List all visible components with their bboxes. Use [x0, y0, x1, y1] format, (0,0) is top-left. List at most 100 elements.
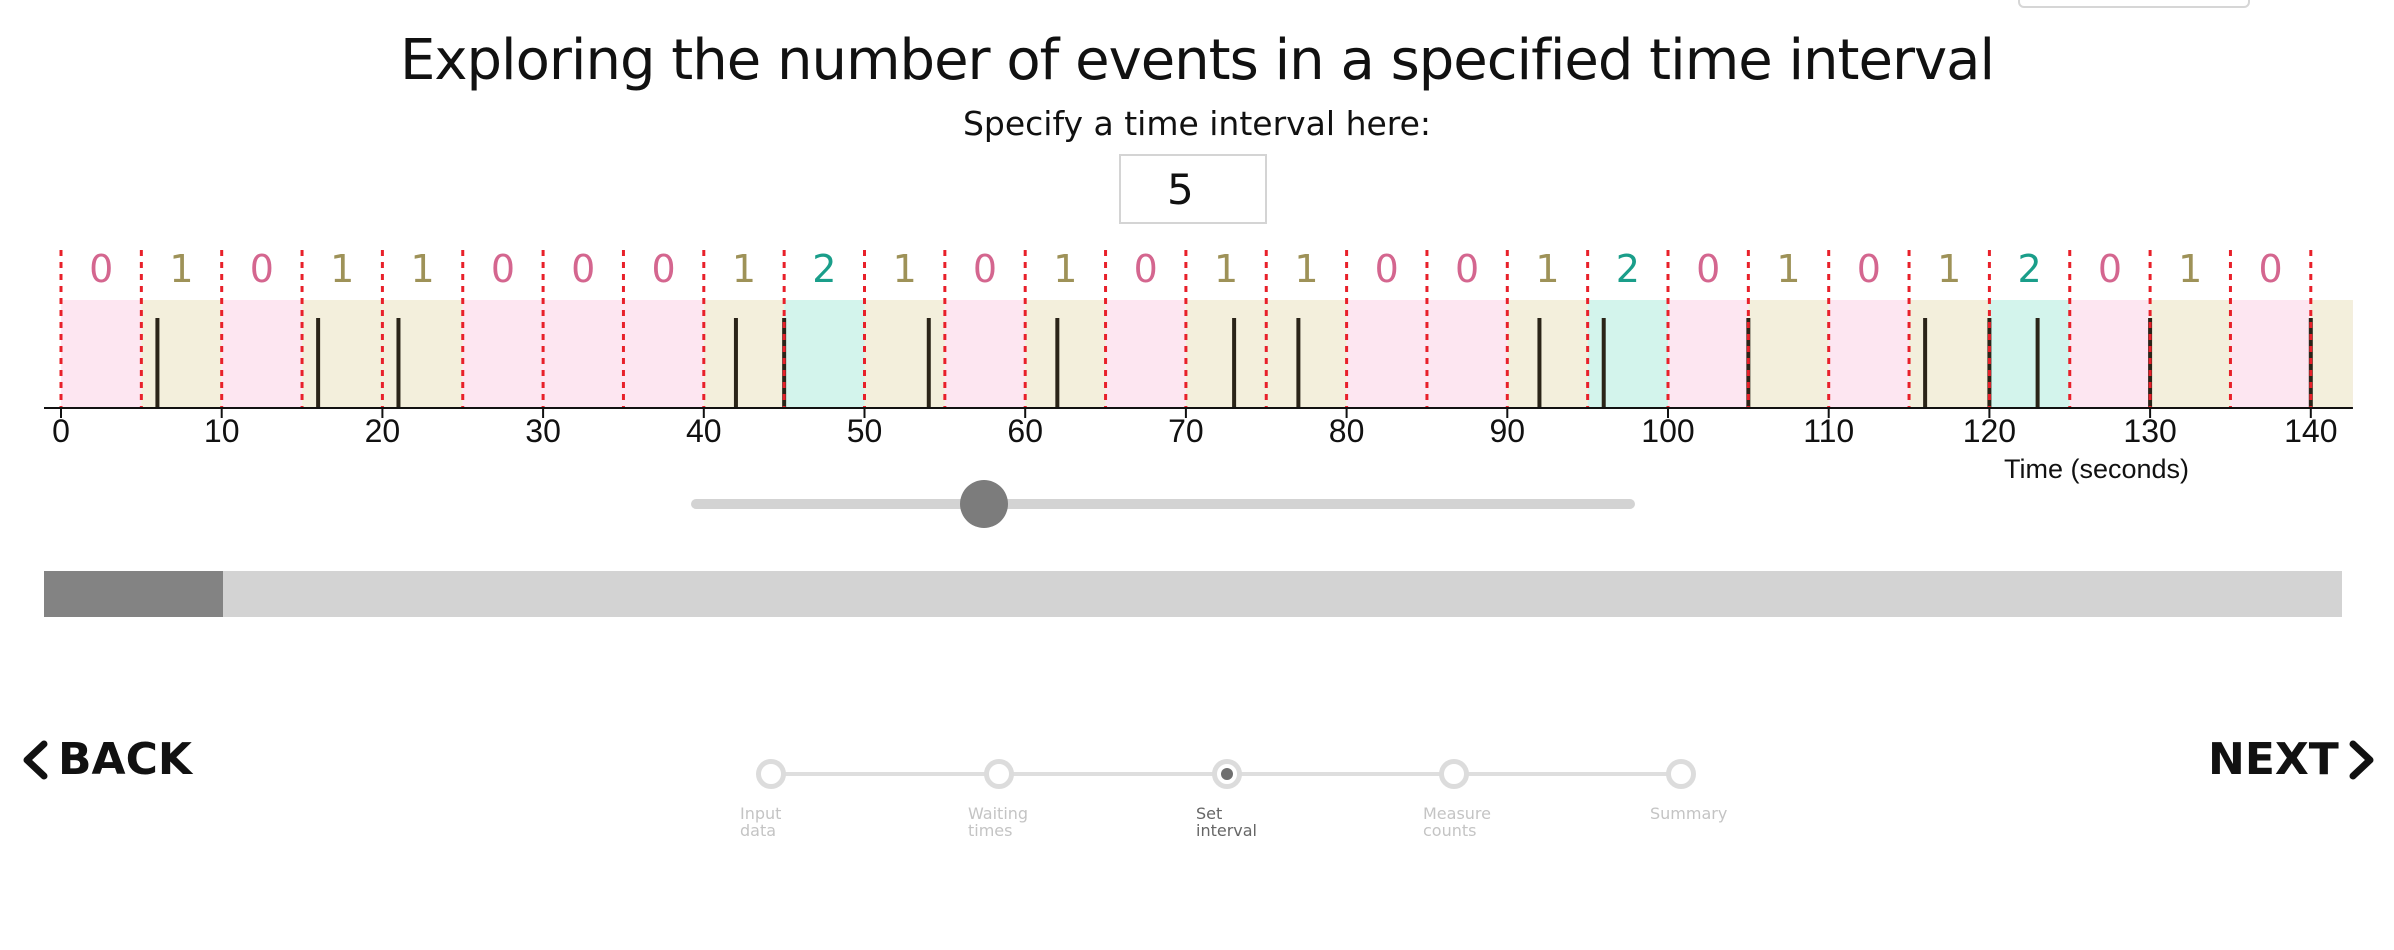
- interval-band: [1266, 300, 1347, 408]
- interval-band: [1426, 300, 1508, 408]
- x-tick-label: 140: [2284, 413, 2337, 449]
- x-tick-label: 30: [525, 413, 561, 449]
- step-label: Input data: [740, 805, 850, 839]
- step-label-line: Measure: [1423, 804, 1491, 823]
- interval-band: [141, 300, 222, 408]
- step-label-line: Waiting: [968, 804, 1029, 823]
- interval-count-label: 0: [89, 247, 113, 291]
- interval-count-label: 0: [250, 247, 274, 291]
- interval-band: [1989, 300, 2070, 408]
- interval-band: [1909, 300, 1990, 408]
- x-tick-label: 90: [1490, 413, 1526, 449]
- interval-band: [1668, 300, 1749, 408]
- progress-stepper: Input data Waiting times Set interval Measure c…: [0, 740, 2394, 860]
- interval-band: [302, 300, 383, 408]
- interval-band: [1346, 300, 1427, 408]
- interval-count-label: 0: [571, 247, 595, 291]
- interval-count-label: 1: [1535, 247, 1559, 291]
- interval-count-label: 0: [491, 247, 515, 291]
- interval-band: [221, 300, 303, 408]
- x-axis-title: Time (seconds): [2004, 454, 2190, 484]
- interval-band: [1105, 300, 1186, 408]
- interval-count-label: 2: [1616, 247, 1640, 291]
- interval-band: [944, 300, 1026, 408]
- x-tick-label: 80: [1329, 413, 1365, 449]
- step-label: Summary: [1650, 805, 1760, 822]
- top-right-control[interactable]: [2018, 0, 2250, 8]
- interval-band: [543, 300, 624, 408]
- interval-input[interactable]: [1119, 154, 1267, 224]
- interval-count-label: 0: [1857, 247, 1881, 291]
- next-button-label: NEXT: [2208, 734, 2339, 785]
- step-label-line: times: [968, 821, 1013, 840]
- x-tick-label: 130: [2123, 413, 2176, 449]
- x-tick-label: 50: [847, 413, 883, 449]
- interval-count-label: 1: [1294, 247, 1318, 291]
- interval-count-label: 0: [973, 247, 997, 291]
- interval-band: [703, 300, 785, 408]
- interval-band: [1185, 300, 1267, 408]
- step-node[interactable]: [1666, 759, 1696, 789]
- chevron-left-icon: [23, 740, 48, 779]
- interval-count-label: 0: [1696, 247, 1720, 291]
- interval-slider-thumb[interactable]: [959, 480, 1008, 528]
- interval-count-label: 0: [1134, 247, 1158, 291]
- interval-band: [61, 300, 142, 408]
- interval-band: [623, 300, 704, 408]
- step-label: Measure counts: [1423, 805, 1533, 839]
- step-node[interactable]: [756, 759, 786, 789]
- x-tick-label: 20: [365, 413, 401, 449]
- interval-band: [1828, 300, 1910, 408]
- step-label-line: data: [740, 821, 777, 840]
- x-tick-label: 120: [1963, 413, 2016, 449]
- interval-count-label: 1: [169, 247, 193, 291]
- interval-slider-track[interactable]: [691, 499, 1635, 509]
- step-node[interactable]: [1212, 759, 1242, 789]
- interval-count-label: 1: [1937, 247, 1961, 291]
- step-label: Set interval: [1196, 805, 1306, 839]
- interval-count-label: 1: [410, 247, 434, 291]
- interval-band: [1025, 300, 1106, 408]
- x-tick-label: 110: [1803, 413, 1854, 449]
- page-title: Exploring the number of events in a spec…: [399, 28, 1995, 93]
- interval-band: [784, 300, 865, 408]
- next-button[interactable]: NEXT: [2208, 734, 2379, 785]
- step-node[interactable]: [984, 759, 1014, 789]
- interval-band: [462, 300, 544, 408]
- interval-count-label: 0: [2098, 247, 2122, 291]
- step-label-line: counts: [1423, 821, 1477, 840]
- interval-band: [1507, 300, 1588, 408]
- interval-prompt: Specify a time interval here:: [962, 104, 1432, 143]
- back-button[interactable]: BACK: [18, 734, 192, 785]
- x-tick-label: 0: [52, 413, 70, 449]
- step-label-line: Input: [740, 804, 782, 823]
- interval-count-label: 1: [1776, 247, 1800, 291]
- interval-count-label: 1: [1053, 247, 1077, 291]
- x-tick-label: 70: [1168, 413, 1204, 449]
- chevron-right-icon: [2349, 740, 2374, 779]
- interval-band: [1748, 300, 1829, 408]
- interval-count-label: 2: [2017, 247, 2041, 291]
- interval-band: [2069, 300, 2151, 408]
- interval-band-trailing: [2310, 300, 2353, 408]
- interval-band: [2150, 300, 2231, 408]
- interval-band: [864, 300, 945, 408]
- progress-bar: [44, 571, 2342, 617]
- interval-count-label: 1: [1214, 247, 1238, 291]
- step-label: Waiting times: [968, 805, 1078, 839]
- interval-count-label: 1: [2178, 247, 2202, 291]
- x-tick-label: 100: [1641, 413, 1694, 449]
- interval-count-label: 0: [1455, 247, 1479, 291]
- interval-band: [1587, 300, 1668, 408]
- interval-count-label: 2: [812, 247, 836, 291]
- progress-fill: [44, 571, 224, 617]
- interval-count-label: 1: [732, 247, 756, 291]
- back-button-label: BACK: [58, 734, 192, 785]
- interval-count-label: 0: [652, 247, 676, 291]
- step-node[interactable]: [1439, 759, 1469, 789]
- interval-count-label: 1: [893, 247, 917, 291]
- x-tick-label: 40: [686, 413, 722, 449]
- step-label-line: Summary: [1650, 804, 1728, 823]
- interval-count-label: 0: [2259, 247, 2283, 291]
- step-label-line: Set: [1196, 804, 1223, 823]
